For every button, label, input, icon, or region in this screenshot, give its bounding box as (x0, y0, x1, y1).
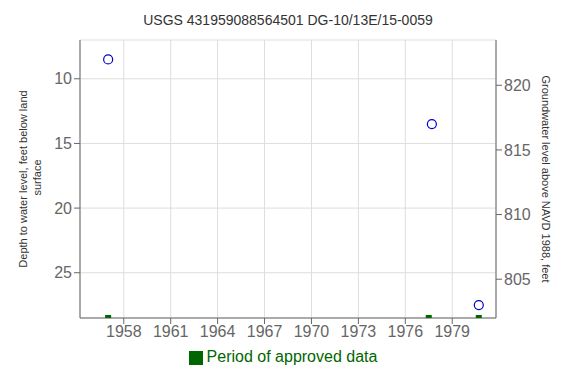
svg-text:Depth to water level, feet bel: Depth to water level, feet below land su… (17, 90, 42, 267)
svg-text:1958: 1958 (106, 323, 142, 340)
svg-text:Groundwater level above NAVD 1: Groundwater level above NAVD 1988, feet (540, 75, 552, 282)
svg-text:1970: 1970 (294, 323, 330, 340)
svg-text:1961: 1961 (153, 323, 189, 340)
svg-text:820: 820 (504, 77, 531, 94)
svg-text:1967: 1967 (247, 323, 283, 340)
html-text:Period of approved data: Period of approved data (206, 348, 378, 365)
svg-text:1964: 1964 (200, 323, 236, 340)
svg-text:805: 805 (504, 271, 531, 288)
svg-text:10: 10 (54, 70, 72, 87)
svg-text:1979: 1979 (434, 323, 470, 340)
html-text:USGS 431959088564501 DG-10/13E: USGS 431959088564501 DG-10/13E/15-0059 (143, 12, 433, 28)
svg-text:810: 810 (504, 206, 531, 223)
svg-text:1976: 1976 (387, 323, 423, 340)
svg-text:20: 20 (54, 200, 72, 217)
svg-text:1973: 1973 (341, 323, 377, 340)
svg-text:15: 15 (54, 135, 72, 152)
svg-text:25: 25 (54, 264, 72, 281)
svg-text:815: 815 (504, 142, 531, 159)
